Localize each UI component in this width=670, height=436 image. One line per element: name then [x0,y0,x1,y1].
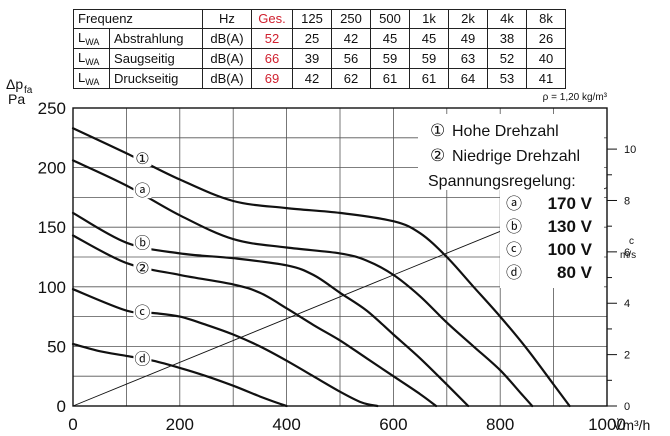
voltage-text: 170 V [548,194,593,213]
table-value-cell: 61 [370,68,410,89]
x-tick-label: 400 [272,415,300,434]
y-tick-label: 100 [38,278,66,297]
lwa-symbol: L [78,50,86,65]
voltage-symbol: ⓒ [506,241,522,259]
right-axis-tick-label: 8 [624,195,630,207]
table-symbol-cell: LWA [72,68,111,89]
curve-label-bg [133,301,152,320]
table-value-cell: 61 [409,68,449,89]
curve-label: ① [135,151,149,168]
table-value-cell: 26 [526,28,566,49]
voltage-title: Spannungsregelung: [428,173,576,190]
right-axis-unit: m/s [620,250,636,261]
voltage-panel [500,190,604,288]
curve-label-bg [133,148,152,167]
y-axis-unit: Pa [8,91,25,107]
table-row: LWA Druckseitig dB(A) 69 42 62 61 61 64 53 41 [72,68,566,89]
lwa-symbol: L [78,30,86,45]
lwa-subscript: WA [85,77,100,87]
table-header-row: Frequenz Hz Ges. 125 250 500 1k 2k 4k 8k [73,9,566,29]
y-tick-label: 250 [38,99,66,118]
right-axis-tick-label: 4 [624,298,630,310]
x-tick-label: 0 [68,415,77,434]
curve-label: ② [135,261,149,278]
curve-label-bg [133,257,152,276]
table-value-cell: 42 [292,68,332,89]
voltage-symbol: ⓑ [506,218,522,236]
curve-label: ⓐ [134,182,150,200]
legend-text: Hohe Drehzahl [452,123,559,140]
y-tick-label: 0 [57,397,66,416]
voltage-symbol: ⓐ [506,195,522,213]
lwa-subscript: WA [85,57,100,67]
table-unit-cell: dB(A) [202,68,252,89]
lwa-symbol: L [78,70,86,85]
voltage-symbol: ⓓ [506,264,522,282]
curve-1 [71,159,534,408]
right-axis-tick-label: 0 [624,401,630,413]
curve-2 [71,211,470,408]
table-value-cell: 41 [526,68,566,89]
table-header-cell: 500 [370,9,410,29]
right-axis-label: c [629,236,634,247]
table-value-cell: 42 [331,28,371,49]
curve-label: ⓑ [134,235,150,253]
x-tick-label: 1000 [588,415,626,434]
x-tick-label: 200 [166,415,194,434]
table-value-cell: 62 [331,68,371,89]
curve-label-bg [133,348,152,367]
legend-symbol: ① [430,121,445,140]
x-tick-label: 600 [379,415,407,434]
table-label-cell: Abstrahlung [109,28,203,49]
voltage-text: 100 V [548,240,593,259]
curve-label-bg [133,180,152,199]
right-axis-tick-label: 10 [624,144,636,156]
curve-0 [71,127,571,408]
table-header-cell: 250 [331,9,371,29]
voltage-text: 80 V [557,263,593,282]
legend-text: Niedrige Drehzahl [452,148,580,165]
curve-label: ⓓ [134,350,150,368]
x-tick-label: 800 [486,415,514,434]
y-tick-label: 150 [38,218,66,237]
density-note: ρ = 1,20 kg/m³ [543,92,608,103]
y-tick-label: 50 [47,337,66,356]
voltage-title-panel [418,166,604,190]
y-axis-label-sub: fa [24,85,33,96]
y-axis-label: Δp [6,76,23,92]
voltage-text: 130 V [548,217,593,236]
table-value-cell: 53 [487,68,527,89]
table-unit-cell: dB(A) [202,28,252,49]
right-axis-tick-label: 2 [624,350,630,362]
x-axis-label: V̇m³/h [613,417,650,433]
table-label-cell: Druckseitig [109,68,203,89]
y-tick-label: 200 [38,159,66,178]
legend-symbol: ② [430,146,445,165]
legend-panel [418,114,604,166]
curve-3 [71,234,438,408]
table-value-cell: 39 [292,48,332,69]
right-axis-tick-label: 6 [624,247,630,259]
curve-5 [71,342,288,408]
lwa-subscript: WA [85,37,100,47]
curve-label-bg [133,232,152,251]
curve-label: ⓒ [134,304,150,322]
curve-4 [71,288,379,408]
noise-table: Frequenz Hz Ges. 125 250 500 1k 2k 4k 8k LWA Abstra… [72,9,566,89]
